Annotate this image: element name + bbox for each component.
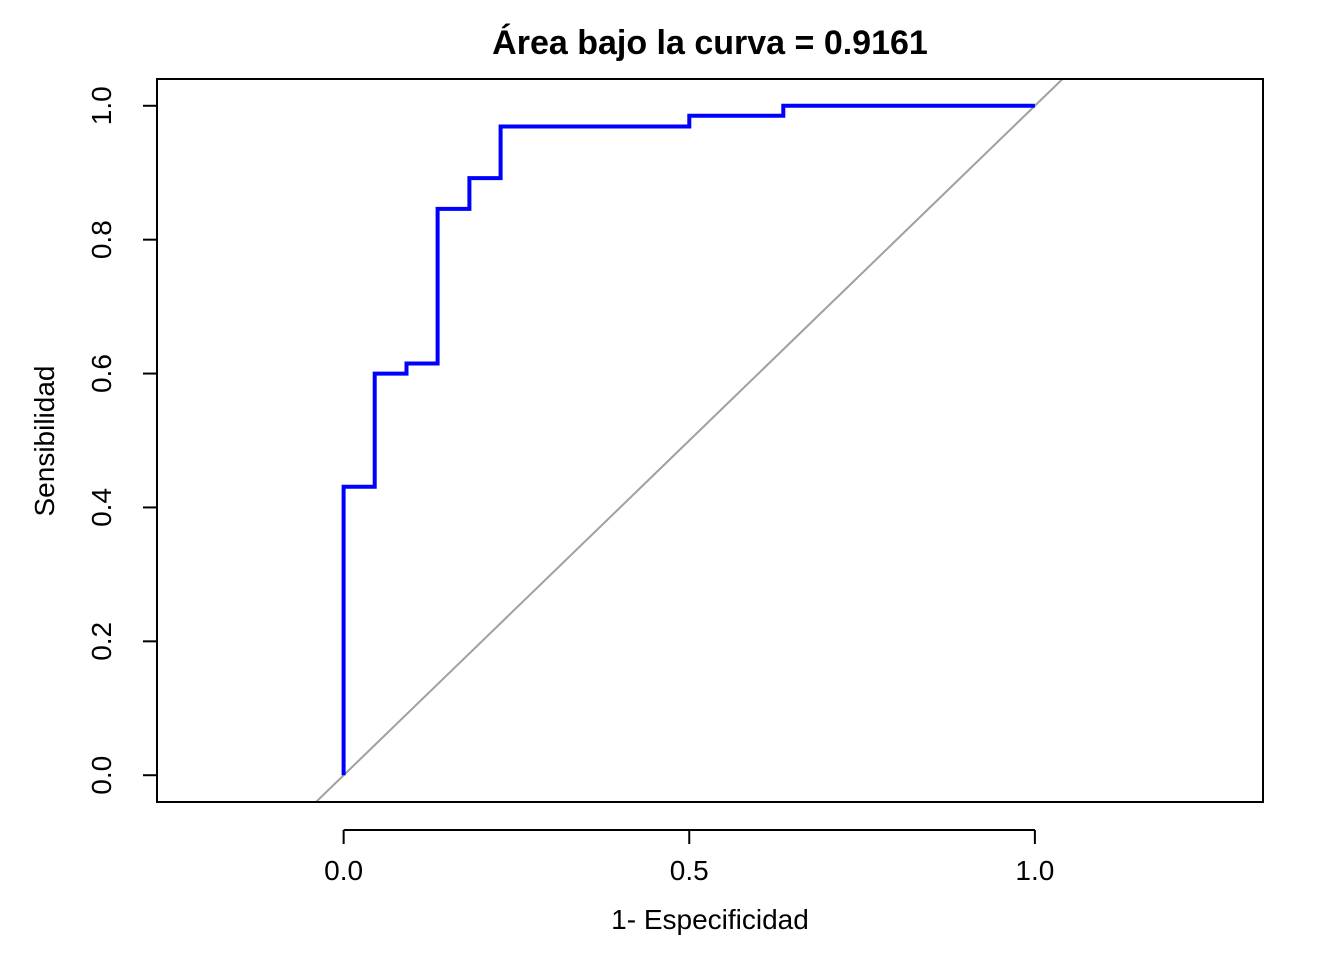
- y-tick-label: 0.0: [86, 756, 117, 795]
- y-tick-label: 0.8: [86, 220, 117, 259]
- x-tick-label: 0.5: [670, 855, 709, 886]
- plot-frame: [156, 78, 1264, 803]
- x-tick-label: 0.0: [324, 855, 363, 886]
- plot-area: [314, 79, 1064, 802]
- y-tick-label: 1.0: [86, 86, 117, 125]
- x-axis: 0.0 0.5 1.0: [324, 829, 1054, 886]
- y-tick-label: 0.2: [86, 622, 117, 661]
- y-tick-label: 0.6: [86, 354, 117, 393]
- y-axis: 0.0 0.2 0.4 0.6 0.8 1.0: [86, 86, 158, 795]
- reference-diagonal-line: [314, 79, 1064, 802]
- y-tick-label: 0.4: [86, 488, 117, 527]
- y-axis-label: Sensibilidad: [29, 366, 60, 517]
- chart-title: Área bajo la curva = 0.9161: [492, 24, 928, 62]
- x-tick-label: 1.0: [1015, 855, 1054, 886]
- roc-curve-line: [341, 103, 1035, 776]
- x-axis-label: 1- Especificidad: [611, 904, 809, 935]
